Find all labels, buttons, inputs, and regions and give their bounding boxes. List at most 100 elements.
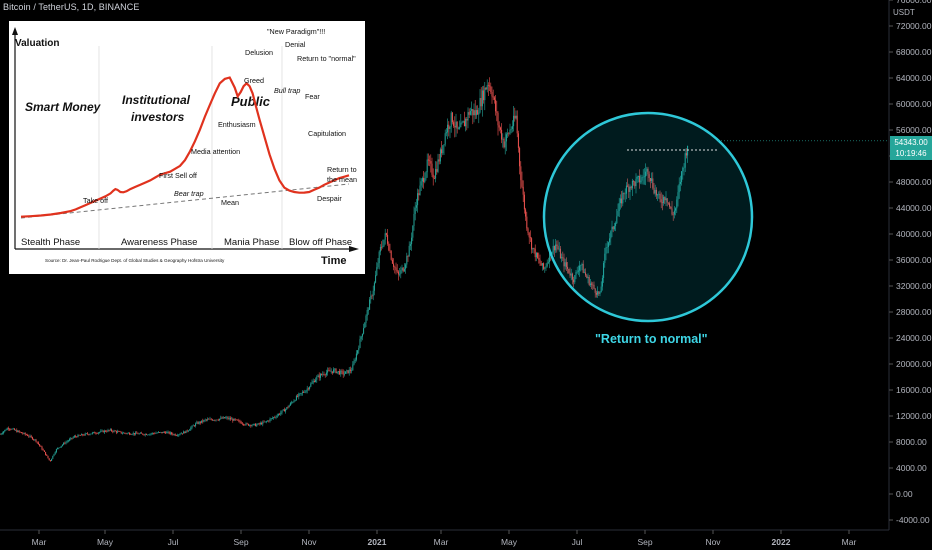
inset-annotation: Bear trap (174, 189, 204, 198)
candle-body (681, 171, 683, 182)
candle-body (69, 439, 71, 441)
candle-body (232, 418, 234, 421)
candle (577, 265, 579, 276)
candle-body (103, 430, 105, 433)
candle (125, 432, 127, 435)
candle (427, 153, 429, 166)
inset-annotation: Media attention (191, 147, 240, 156)
candle (349, 366, 351, 374)
candle (466, 116, 468, 131)
candle-body (29, 435, 31, 437)
candle-body (295, 395, 297, 401)
candle-body (423, 178, 425, 183)
candle-body (160, 432, 162, 433)
inset-group-label: Institutional (122, 93, 191, 107)
candle (451, 111, 453, 125)
candle-body (437, 159, 439, 172)
candle (354, 357, 356, 364)
candle (3, 430, 5, 435)
inset-source: Source: Dr. Jean-Paul Rodrigue Dept. of … (45, 258, 225, 263)
candle (553, 245, 555, 257)
candle-body (640, 180, 642, 183)
candle-body (586, 275, 588, 278)
candle (541, 263, 543, 271)
inset-group-label: investors (131, 110, 185, 124)
candle-body (655, 189, 657, 196)
candle-body (436, 169, 438, 172)
candle (372, 285, 374, 301)
candle-body (331, 371, 333, 373)
candle (640, 174, 642, 185)
candle (270, 418, 272, 421)
candle (387, 228, 389, 246)
candle (405, 263, 407, 274)
candle (319, 372, 321, 381)
candle (358, 345, 360, 354)
inset-mean-line (20, 183, 350, 219)
candle (96, 432, 98, 434)
candle-body (40, 445, 42, 447)
candle (186, 429, 188, 433)
candle-body (226, 417, 228, 418)
candle (444, 129, 446, 147)
candle-body (196, 422, 198, 424)
candle (234, 418, 236, 421)
candle-body (399, 273, 401, 275)
candle-body (654, 189, 656, 194)
candle (294, 399, 296, 402)
inset-y-arrow (12, 27, 18, 35)
candle-body (538, 257, 540, 260)
candle (172, 432, 174, 436)
candle-body (223, 417, 225, 419)
candle-body (582, 264, 584, 273)
candle (275, 415, 277, 420)
candle (228, 416, 230, 421)
candle (105, 430, 107, 433)
candle (439, 147, 441, 165)
candle-body (159, 432, 161, 433)
candle (489, 77, 491, 92)
candle (73, 434, 75, 439)
candle-body (592, 284, 594, 286)
candle-body (77, 434, 79, 438)
candle (19, 431, 21, 433)
candle (423, 170, 425, 189)
candle-body (438, 159, 440, 162)
inset-annotation: First Sell off (159, 171, 197, 180)
candle-body (293, 400, 295, 403)
price-tick-label: 40000.00 (896, 229, 932, 239)
candle (48, 458, 50, 461)
candle-body (72, 437, 74, 439)
price-tick-label: 68000.00 (896, 47, 932, 57)
candle-body (55, 449, 57, 453)
candle-body (615, 223, 617, 227)
candle (643, 168, 645, 185)
candle (93, 431, 95, 434)
candle-body (414, 207, 416, 214)
candle-body (475, 110, 477, 116)
candle (67, 439, 69, 443)
candle-body (240, 422, 242, 424)
candle-body (151, 433, 153, 434)
candle (369, 296, 371, 310)
candle-body (622, 192, 624, 204)
candle (174, 433, 176, 437)
candle (328, 367, 330, 372)
inset-annotation: Fear (305, 92, 320, 101)
candle (330, 368, 332, 374)
candle (268, 420, 270, 423)
candle (378, 250, 380, 270)
candle (23, 432, 25, 435)
candle (159, 431, 161, 433)
candle-body (523, 194, 525, 210)
candle (293, 399, 295, 403)
candle-body (0, 434, 1, 435)
candle-body (600, 286, 602, 293)
candle (323, 371, 325, 376)
candle-body (547, 261, 549, 263)
candle-body (535, 253, 537, 258)
candle (221, 416, 223, 419)
candle (255, 423, 257, 427)
candle-body (367, 309, 369, 311)
